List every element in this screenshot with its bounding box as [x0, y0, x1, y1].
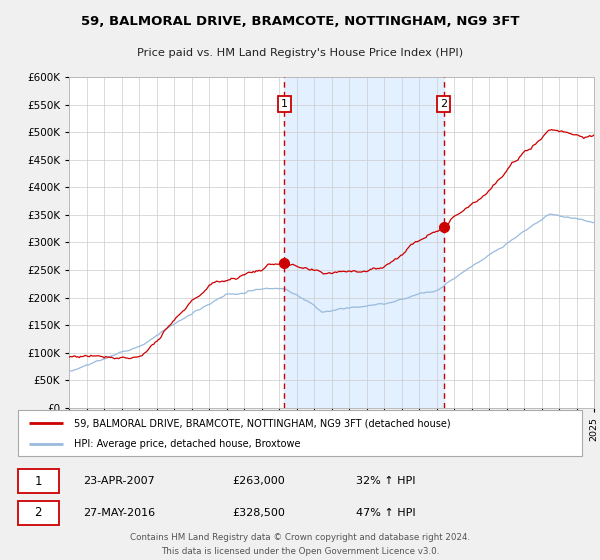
Text: £263,000: £263,000 [232, 476, 285, 486]
Text: 2: 2 [440, 99, 447, 109]
Text: HPI: Average price, detached house, Broxtowe: HPI: Average price, detached house, Brox… [74, 438, 301, 449]
Text: 23-APR-2007: 23-APR-2007 [83, 476, 155, 486]
Text: Price paid vs. HM Land Registry's House Price Index (HPI): Price paid vs. HM Land Registry's House … [137, 48, 463, 58]
Text: 27-MAY-2016: 27-MAY-2016 [83, 508, 155, 518]
Text: This data is licensed under the Open Government Licence v3.0.: This data is licensed under the Open Gov… [161, 547, 439, 556]
Text: Contains HM Land Registry data © Crown copyright and database right 2024.: Contains HM Land Registry data © Crown c… [130, 533, 470, 542]
Text: 47% ↑ HPI: 47% ↑ HPI [356, 508, 416, 518]
Bar [284, 77, 443, 408]
FancyBboxPatch shape [18, 410, 582, 456]
Text: 1: 1 [281, 99, 288, 109]
Text: 32% ↑ HPI: 32% ↑ HPI [356, 476, 416, 486]
FancyBboxPatch shape [18, 501, 59, 525]
Text: £328,500: £328,500 [232, 508, 285, 518]
Text: 1: 1 [35, 474, 42, 488]
Text: 2: 2 [35, 506, 42, 520]
Text: 59, BALMORAL DRIVE, BRAMCOTE, NOTTINGHAM, NG9 3FT (detached house): 59, BALMORAL DRIVE, BRAMCOTE, NOTTINGHAM… [74, 418, 451, 428]
FancyBboxPatch shape [18, 469, 59, 493]
Text: 59, BALMORAL DRIVE, BRAMCOTE, NOTTINGHAM, NG9 3FT: 59, BALMORAL DRIVE, BRAMCOTE, NOTTINGHAM… [81, 15, 519, 29]
